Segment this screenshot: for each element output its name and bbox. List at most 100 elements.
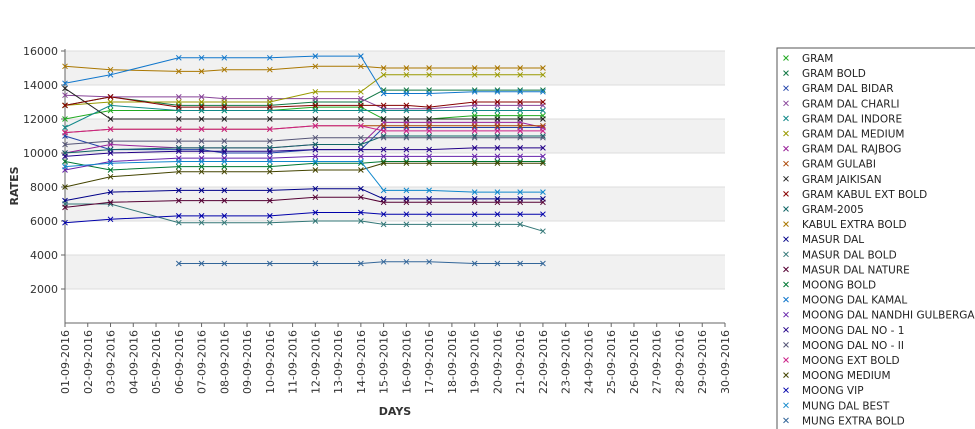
data-point — [471, 134, 478, 141]
legend-marker — [783, 221, 789, 227]
legend-marker — [783, 357, 789, 363]
data-point — [380, 160, 387, 167]
data-point — [403, 122, 410, 129]
data-point — [517, 145, 524, 151]
data-point — [221, 168, 228, 175]
data-point — [175, 116, 182, 122]
data-point — [266, 158, 273, 165]
legend-marker — [783, 236, 789, 243]
x-axis-ticks: 01-09-2016 02-09-2016 03-09-2016 04-09-2016… — [59, 323, 732, 394]
legend-item: MASUR DAL BOLD — [783, 249, 897, 261]
data-point — [494, 221, 501, 228]
data-point — [471, 65, 478, 71]
data-point — [517, 199, 524, 206]
series-23 — [62, 158, 546, 195]
legend-item: MASUR DAL NATURE — [783, 264, 910, 276]
legend-label: MOONG DAL NANDHI GULBERGA — [802, 310, 975, 322]
data-point — [62, 158, 68, 165]
legend-item: GRAM DAL CHARLI — [783, 98, 900, 110]
x-tick-label: 06-09-2016 — [173, 330, 186, 394]
data-point — [403, 221, 410, 228]
data-point — [266, 66, 273, 73]
data-point — [62, 219, 68, 226]
data-point — [494, 71, 501, 78]
data-point — [358, 153, 364, 160]
series-14 — [62, 194, 546, 211]
data-point — [403, 153, 410, 160]
data-point — [380, 211, 387, 218]
data-point — [540, 65, 546, 71]
data-point — [62, 92, 68, 99]
y-tick-label: 4000 — [30, 249, 58, 262]
data-point — [358, 116, 364, 122]
legend-marker — [783, 160, 789, 167]
legend-item: MOONG DAL KAMAL — [783, 295, 907, 307]
x-tick-label: 13-09-2016 — [332, 330, 345, 394]
data-point — [403, 116, 410, 122]
data-point — [426, 258, 432, 265]
grid-band — [65, 187, 725, 221]
data-point — [312, 260, 319, 267]
data-point — [426, 90, 432, 97]
data-point — [540, 128, 546, 134]
data-point — [107, 199, 114, 206]
x-tick-label: 02-09-2016 — [82, 330, 95, 394]
data-point — [403, 258, 410, 265]
data-point — [540, 107, 546, 114]
legend-item: MASUR DAL — [783, 234, 864, 246]
data-point — [380, 107, 387, 114]
series-11 — [62, 63, 546, 75]
y-tick-label: 14000 — [23, 79, 58, 92]
data-point — [312, 146, 319, 153]
x-axis-title: DAYS — [379, 405, 412, 418]
data-point — [175, 104, 182, 110]
data-point — [312, 218, 319, 224]
data-point — [426, 160, 432, 167]
legend-marker — [783, 326, 789, 333]
data-point — [380, 153, 387, 160]
series-4 — [62, 102, 546, 131]
x-tick-label: 05-09-2016 — [150, 330, 163, 394]
legend-item: GRAM DAL MEDIUM — [783, 129, 904, 141]
data-point — [358, 122, 364, 129]
series-9 — [62, 94, 546, 110]
data-point — [198, 99, 205, 105]
legend-item: MOONG DAL NO - II — [783, 340, 904, 352]
data-point — [266, 163, 273, 170]
data-point — [221, 116, 228, 122]
data-point — [403, 102, 410, 109]
data-point — [198, 116, 205, 122]
data-point — [426, 122, 432, 129]
data-point — [266, 187, 273, 194]
y-tick-label: 12000 — [23, 113, 58, 126]
data-point — [494, 65, 501, 71]
y-tick-label: 6000 — [30, 215, 58, 228]
data-point — [107, 99, 114, 105]
legend-label: MUNG DAL BEST — [802, 400, 890, 412]
legend-label: GRAM DAL RAJBOG — [802, 144, 901, 156]
legend-label: GRAM GULABI — [802, 159, 876, 171]
x-tick-label: 17-09-2016 — [423, 330, 436, 394]
data-point — [266, 116, 273, 122]
data-point — [494, 260, 501, 267]
legend-label: MOONG DAL KAMAL — [802, 295, 907, 307]
legend-label: MUNG EXTRA BOLD — [802, 415, 905, 427]
data-point — [266, 104, 273, 110]
legend-marker — [783, 130, 789, 137]
data-point — [426, 199, 432, 206]
data-point — [380, 102, 387, 109]
data-point — [312, 95, 319, 102]
data-point — [107, 66, 114, 73]
data-point — [266, 168, 273, 175]
data-point — [471, 88, 478, 95]
data-point — [175, 99, 182, 105]
data-point — [426, 104, 432, 110]
series-24 — [175, 258, 546, 267]
data-point — [312, 209, 319, 216]
data-point — [494, 134, 501, 141]
legend-box — [776, 47, 975, 429]
data-point — [517, 160, 524, 167]
data-point — [198, 187, 205, 194]
data-point — [62, 102, 68, 109]
x-tick-label: 07-09-2016 — [196, 330, 209, 394]
